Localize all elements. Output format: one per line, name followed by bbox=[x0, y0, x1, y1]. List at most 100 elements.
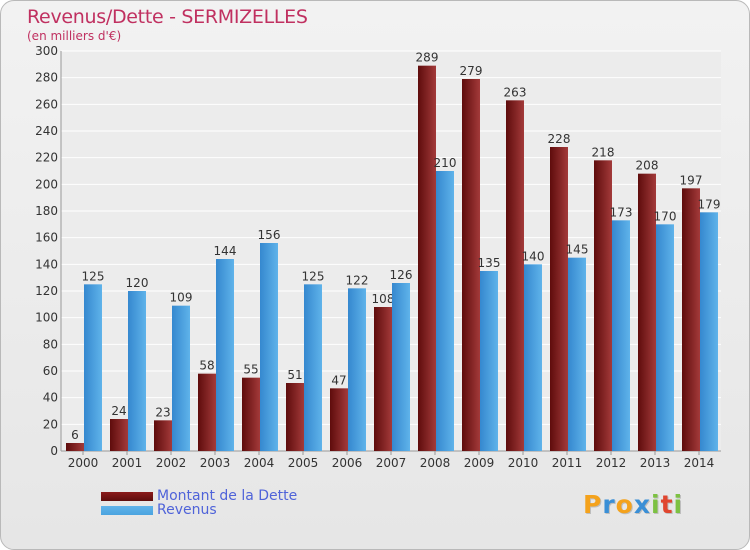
logo-letter: i bbox=[673, 490, 684, 519]
x-tick-label: 2011 bbox=[552, 456, 583, 470]
value-label-revenus: 179 bbox=[698, 197, 721, 211]
bar-revenus bbox=[304, 284, 322, 451]
bar-dette bbox=[418, 65, 436, 452]
y-tick-label: 240 bbox=[35, 124, 58, 138]
bar-dette bbox=[506, 100, 524, 451]
bar-revenus bbox=[348, 288, 366, 451]
proxiti-logo: Proxiti bbox=[583, 490, 683, 519]
y-tick-label: 260 bbox=[35, 97, 58, 111]
x-tick-label: 2013 bbox=[640, 456, 671, 470]
bar-dette bbox=[198, 373, 216, 451]
chart-title: Revenus/Dette - SERMIZELLES bbox=[27, 6, 308, 28]
bar-dette bbox=[154, 420, 172, 451]
bar-revenus bbox=[524, 264, 542, 451]
value-label-dette: 51 bbox=[287, 368, 302, 382]
value-label-dette: 218 bbox=[592, 145, 615, 159]
bar-revenus bbox=[568, 257, 586, 451]
value-label-dette: 208 bbox=[636, 159, 659, 173]
y-tick-label: 160 bbox=[35, 231, 58, 245]
logo-letter: r bbox=[602, 490, 616, 519]
value-label-dette: 24 bbox=[111, 404, 126, 418]
y-tick-label: 0 bbox=[50, 444, 58, 458]
logo-letter: P bbox=[583, 490, 603, 519]
value-label-revenus: 125 bbox=[82, 269, 105, 283]
value-label-dette: 58 bbox=[199, 359, 214, 373]
x-tick-label: 2010 bbox=[508, 456, 539, 470]
x-tick-label: 2008 bbox=[420, 456, 451, 470]
x-tick-label: 2003 bbox=[200, 456, 231, 470]
x-tick-label: 2002 bbox=[156, 456, 187, 470]
y-tick-label: 100 bbox=[35, 311, 58, 325]
value-label-dette: 289 bbox=[416, 51, 439, 65]
bar-revenus bbox=[392, 283, 410, 451]
y-tick-label: 300 bbox=[35, 44, 58, 58]
x-tick-label: 2001 bbox=[112, 456, 143, 470]
value-label-revenus: 156 bbox=[258, 228, 281, 242]
logo-letter: t bbox=[660, 490, 674, 519]
bar-revenus bbox=[480, 271, 498, 451]
value-label-dette: 279 bbox=[460, 64, 483, 78]
value-label-revenus: 170 bbox=[654, 209, 677, 223]
value-label-revenus: 210 bbox=[434, 156, 457, 170]
x-tick-label: 2006 bbox=[332, 456, 363, 470]
bar-revenus bbox=[216, 259, 234, 451]
logo-letter: i bbox=[651, 490, 661, 519]
y-tick-label: 80 bbox=[43, 337, 58, 351]
bar-revenus bbox=[260, 243, 278, 451]
x-tick-label: 2005 bbox=[288, 456, 319, 470]
legend-swatch-revenus bbox=[101, 505, 153, 515]
value-label-dette: 263 bbox=[504, 85, 527, 99]
value-label-revenus: 120 bbox=[126, 276, 149, 290]
bar-revenus bbox=[656, 224, 674, 451]
bar-revenus bbox=[172, 305, 190, 451]
bar-dette bbox=[374, 307, 392, 451]
legend-item-revenus: Revenus bbox=[101, 502, 217, 518]
y-tick-label: 180 bbox=[35, 204, 58, 218]
legend-label-revenus: Revenus bbox=[157, 502, 217, 518]
bar-dette bbox=[110, 419, 128, 451]
value-label-revenus: 126 bbox=[390, 268, 413, 282]
bar-dette bbox=[66, 443, 84, 451]
bar-dette bbox=[550, 147, 568, 451]
bar-revenus bbox=[612, 220, 630, 451]
bar-revenus bbox=[700, 212, 718, 451]
bar-dette bbox=[594, 160, 612, 452]
value-label-dette: 23 bbox=[155, 405, 170, 419]
value-label-revenus: 109 bbox=[170, 291, 193, 305]
y-tick-label: 140 bbox=[35, 257, 58, 271]
value-label-revenus: 125 bbox=[302, 269, 325, 283]
value-label-dette: 6 bbox=[71, 428, 79, 442]
value-label-revenus: 140 bbox=[522, 249, 545, 263]
x-tick-label: 2014 bbox=[684, 456, 715, 470]
bar-dette bbox=[682, 188, 700, 452]
legend-swatch-dette bbox=[101, 491, 153, 501]
y-tick-label: 120 bbox=[35, 284, 58, 298]
value-label-dette: 108 bbox=[372, 292, 395, 306]
value-label-revenus: 135 bbox=[478, 256, 501, 270]
bar-dette bbox=[330, 388, 348, 451]
bar-revenus bbox=[84, 284, 102, 451]
x-tick-label: 2012 bbox=[596, 456, 627, 470]
value-label-dette: 47 bbox=[331, 373, 346, 387]
value-label-revenus: 173 bbox=[610, 205, 633, 219]
y-tick-label: 60 bbox=[43, 364, 58, 378]
x-tick-label: 2004 bbox=[244, 456, 275, 470]
chart-subtitle: (en milliers d'€) bbox=[27, 29, 122, 43]
bar-revenus bbox=[128, 291, 146, 451]
logo-letter: o bbox=[615, 490, 634, 519]
value-label-revenus: 122 bbox=[346, 273, 369, 287]
bar-dette bbox=[242, 377, 260, 451]
x-tick-label: 2007 bbox=[376, 456, 407, 470]
bar-dette bbox=[638, 173, 656, 451]
bar-dette bbox=[462, 79, 480, 451]
y-tick-label: 220 bbox=[35, 151, 58, 165]
value-label-revenus: 145 bbox=[566, 243, 589, 257]
value-label-dette: 228 bbox=[548, 132, 571, 146]
legend-item-dette: Montant de la Dette bbox=[101, 488, 297, 504]
y-tick-label: 200 bbox=[35, 177, 58, 191]
value-label-revenus: 144 bbox=[214, 244, 237, 258]
value-label-dette: 55 bbox=[243, 363, 258, 377]
bar-dette bbox=[286, 383, 304, 451]
